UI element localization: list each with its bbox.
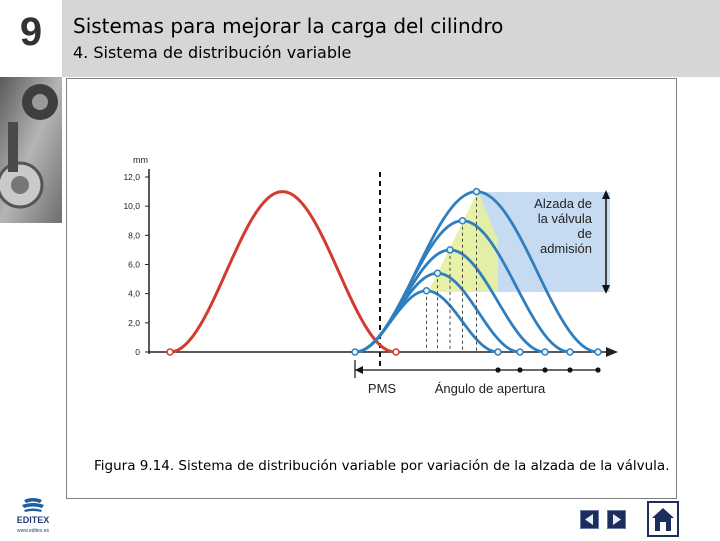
triangle-left-icon	[585, 514, 593, 525]
y-tick-label: 0	[135, 347, 140, 357]
house-icon	[652, 508, 674, 531]
opening-angle-dot	[595, 367, 601, 373]
intake-curve-red	[169, 190, 396, 354]
red-curve-end-point	[392, 348, 400, 356]
peak-point	[446, 246, 454, 254]
peak-point	[433, 269, 442, 277]
page-title: Sistemas para mejorar la carga del cilin…	[73, 14, 504, 38]
y-tick-label: 12,0	[123, 172, 140, 182]
next-button[interactable]	[607, 510, 626, 529]
prev-button[interactable]	[580, 510, 599, 529]
opening-angle-label: Ángulo de apertura	[435, 381, 546, 396]
peak-point	[458, 217, 467, 225]
y-tick-label: 10,0	[123, 201, 140, 211]
opening-angle-dot	[495, 367, 501, 373]
figure-caption: Figura 9.14. Sistema de distribución var…	[94, 458, 670, 474]
y-tick-label: 4,0	[128, 289, 140, 299]
y-tick-label: 6,0	[128, 260, 140, 270]
triangle-right-icon	[613, 514, 621, 525]
peak-point	[422, 287, 431, 295]
logo-subtext: www.editex.es	[17, 528, 49, 534]
x-axis-arrow	[606, 347, 618, 357]
header-bar	[0, 0, 720, 77]
curve-end-point	[541, 348, 549, 356]
chapter-box: 9	[0, 0, 62, 77]
lift-range-arrow-top	[602, 190, 610, 199]
red-curve-start-point	[166, 348, 174, 356]
curve-end-point	[516, 348, 524, 356]
curve-end-point	[566, 348, 574, 356]
curve-end-point	[594, 348, 602, 356]
y-tick-label: 8,0	[128, 230, 140, 240]
opening-angle-dot	[517, 367, 523, 373]
peak-point	[472, 187, 481, 196]
annotation-text: la válvula	[538, 211, 593, 226]
blue-curve-start-point	[351, 348, 359, 356]
y-tick-label: 2,0	[128, 318, 140, 328]
opening-angle-dot	[542, 367, 548, 373]
annotation-text: admisión	[540, 241, 592, 256]
chapter-number: 9	[19, 10, 43, 54]
annotation-text: de	[578, 226, 592, 241]
y-axis-label: mm	[133, 155, 148, 165]
curve-end-point	[494, 348, 502, 356]
lift-range-arrow-bottom	[602, 285, 610, 294]
page-subtitle: 4. Sistema de distribución variable	[73, 43, 352, 62]
opening-angle-arrow-left	[355, 366, 363, 374]
home-button[interactable]	[647, 501, 679, 537]
lift-annotation-band	[478, 192, 610, 292]
opening-angle-dot	[567, 367, 573, 373]
logo-text: EDITEX	[17, 515, 50, 525]
pms-label: PMS	[368, 381, 397, 396]
editex-logo: EDITEX www.editex.es	[10, 496, 56, 536]
annotation-text: Alzada de	[534, 196, 592, 211]
engine-photo	[0, 77, 62, 223]
